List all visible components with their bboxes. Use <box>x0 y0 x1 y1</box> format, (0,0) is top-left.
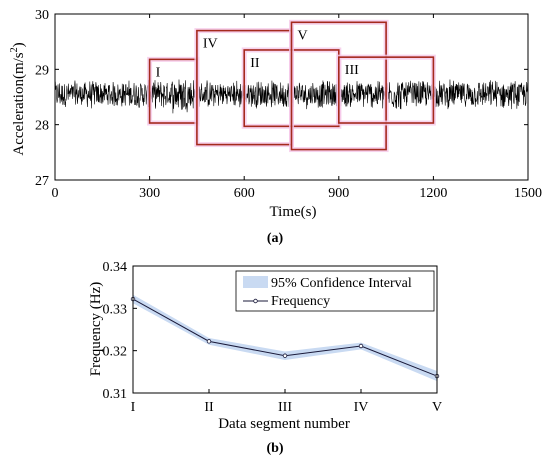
panel-b-x-tick-label: II <box>204 400 214 415</box>
legend-ci-swatch <box>243 276 268 288</box>
panel-a-y-label-superscript: 2 <box>9 47 20 52</box>
panel-a-y-label-base: Acceleration(m/s <box>11 52 27 155</box>
segment-label-IV: IV <box>203 37 218 52</box>
panel-a-x-tick-label: 0 <box>52 186 59 201</box>
frequency-point-II <box>206 339 212 344</box>
legend-box <box>235 270 435 312</box>
segment-label-III: III <box>345 63 359 78</box>
legend-frequency-label: Frequency <box>271 294 330 309</box>
panel-a-plot-frame <box>54 13 529 181</box>
panel-b-chart: I II III IV V 0.310.320.330.34 95% Confidenc… <box>88 260 442 456</box>
panel-a-x-tick-label: 1500 <box>514 186 542 201</box>
panel-b-x-tick-label: I <box>131 400 136 415</box>
panel-b-y-tick-label: 0.32 <box>103 345 128 360</box>
panel-b-x-tick-label: IV <box>354 400 369 415</box>
panel-b-y-tick-label: 0.33 <box>103 302 128 317</box>
segment-box-III <box>337 56 435 124</box>
panel-a-y-axis-label: Acceleration(m/s2) <box>9 42 27 155</box>
panel-a-x-tick-label: 900 <box>328 186 349 201</box>
panel-a-y-tick-label: 29 <box>35 63 49 78</box>
panel-a-y-tick-label: 28 <box>35 119 49 134</box>
panel-a-y-tick-label: 27 <box>35 174 49 189</box>
panel-a-x-tick-label: 300 <box>139 186 160 201</box>
legend-frequency-marker <box>253 298 258 304</box>
panel-a-y-tick-label: 30 <box>35 8 49 23</box>
panel-b-y-tick-label: 0.34 <box>103 260 128 275</box>
panel-a-y-ticks: 27 28 29 30 <box>35 8 528 189</box>
panel-b-x-ticks: I II III IV V <box>131 389 442 415</box>
panel-a-label: (a) <box>267 231 284 246</box>
panel-a-x-tick-label: 600 <box>234 186 255 201</box>
panel-b-legend: 95% Confidence Interval Frequency <box>235 270 435 312</box>
panel-b-x-tick-label: V <box>432 400 442 415</box>
panel-b-label: (b) <box>266 441 283 456</box>
panel-a-x-axis-label: Time(s) <box>270 204 317 220</box>
panel-b-y-tick-label: 0.31 <box>103 387 128 402</box>
legend-ci-label: 95% Confidence Interval <box>271 276 412 291</box>
panel-a-x-tick-label: 1200 <box>419 186 447 201</box>
panel-b-x-axis-label: Data segment number <box>218 416 350 432</box>
frequency-point-III <box>282 353 288 358</box>
panel-b-y-axis-label: Frequency (Hz) <box>88 282 104 377</box>
segment-label-II: II <box>250 56 260 71</box>
panel-b-x-tick-label: III <box>278 400 292 415</box>
segment-box-V <box>290 21 387 151</box>
frequency-point-IV <box>358 343 364 349</box>
panel-b-y-ticks: 0.31 0.32 0.33 0.34 <box>103 260 137 402</box>
panel-a-y-label-close: ) <box>11 42 27 47</box>
segment-label-V: V <box>298 28 308 43</box>
frequency-series-points <box>130 296 440 379</box>
segment-label-I: I <box>156 65 161 80</box>
panel-a-x-ticks: 0 300 600 900 1200 1500 <box>52 14 542 201</box>
